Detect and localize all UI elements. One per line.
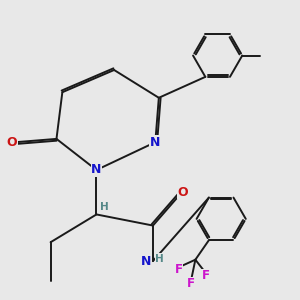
Text: H: H [100, 202, 109, 212]
Text: N: N [150, 136, 160, 149]
Text: O: O [6, 136, 17, 149]
Text: F: F [202, 269, 210, 282]
Text: N: N [91, 164, 102, 176]
Text: F: F [175, 263, 183, 276]
Text: H: H [155, 254, 164, 264]
Text: N: N [141, 255, 152, 268]
Text: F: F [187, 277, 195, 290]
Text: O: O [178, 185, 188, 199]
